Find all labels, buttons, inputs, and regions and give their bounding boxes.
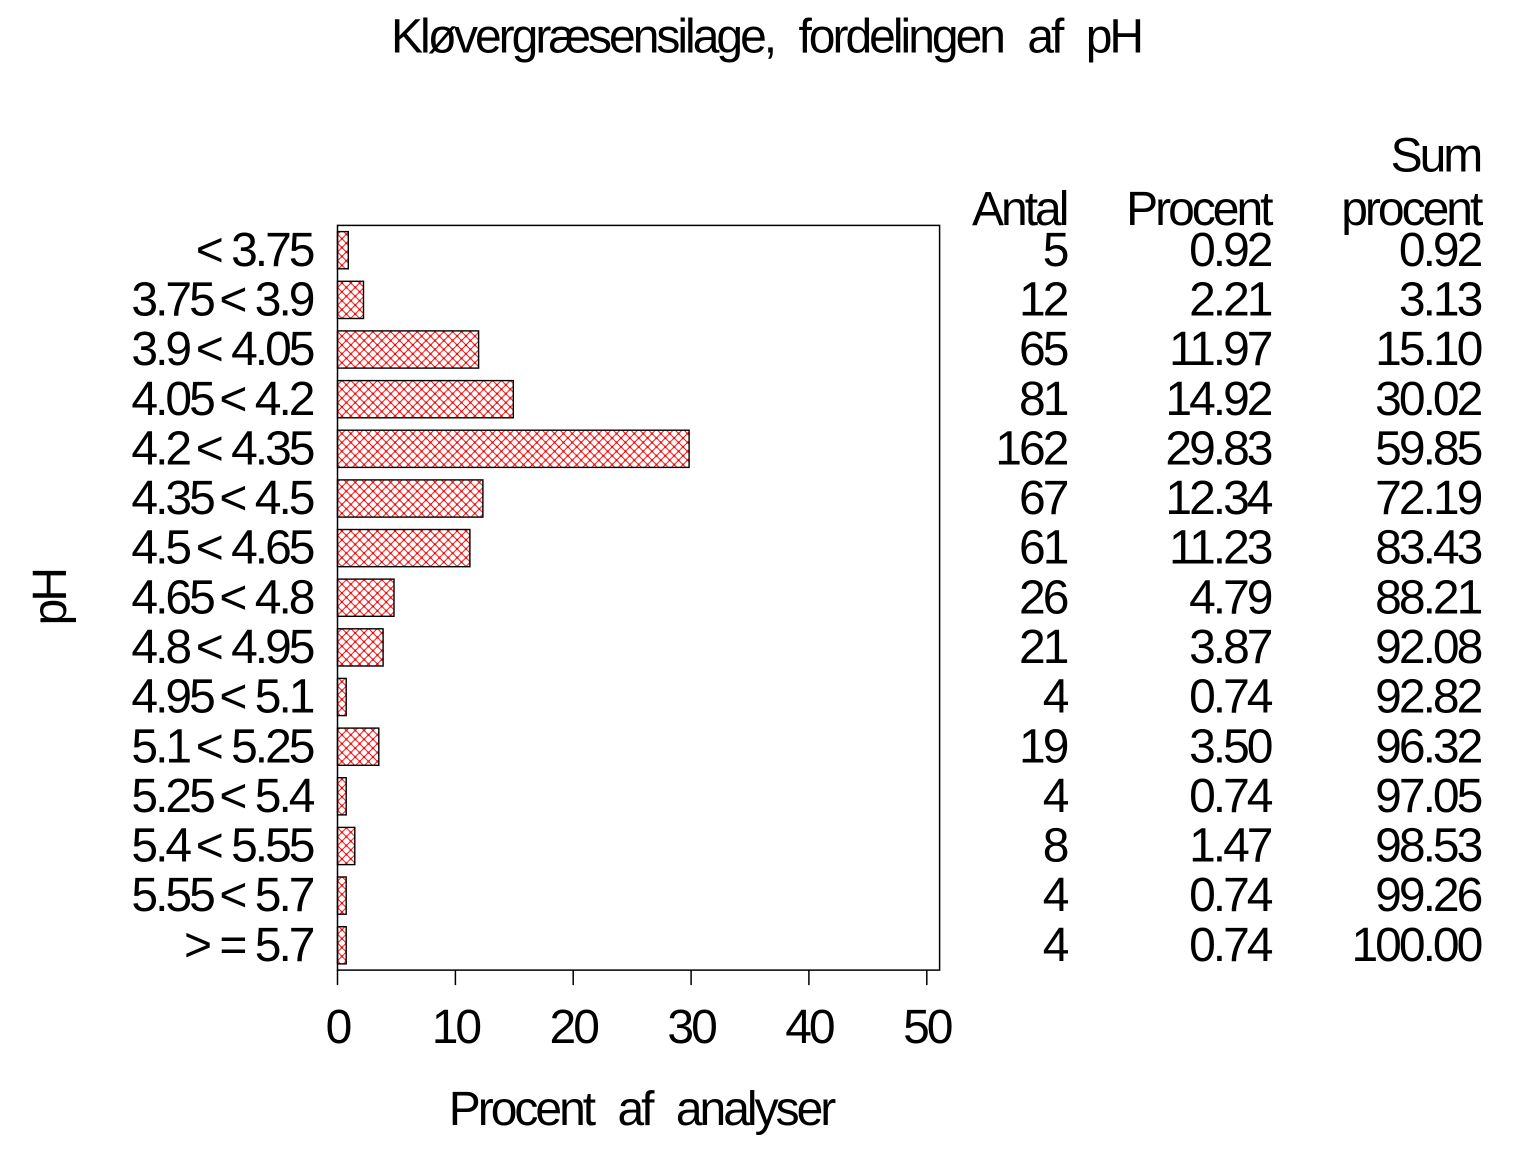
svg-text:3.9 < 4.05: 3.9 < 4.05 [131,323,313,376]
svg-text:92.82: 92.82 [1375,671,1481,724]
svg-text:4.5 < 4.65: 4.5 < 4.65 [131,522,313,575]
svg-text:72.19: 72.19 [1375,472,1481,525]
svg-text:50: 50 [903,1001,952,1054]
svg-text:5.25 < 5.4: 5.25 < 5.4 [131,770,314,823]
svg-text:0.74: 0.74 [1189,671,1273,724]
svg-text:Procent af analyser: Procent af analyser [449,1083,837,1136]
svg-text:4.8 < 4.95: 4.8 < 4.95 [131,621,313,674]
svg-text:3.75 < 3.9: 3.75 < 3.9 [131,274,313,327]
svg-text:162: 162 [995,422,1067,475]
svg-text:11.97: 11.97 [1169,323,1272,376]
svg-text:65: 65 [1019,323,1068,376]
svg-text:61: 61 [1019,522,1068,575]
svg-text:30.02: 30.02 [1375,373,1481,426]
svg-text:4: 4 [1043,671,1069,724]
svg-text:26: 26 [1019,571,1068,624]
svg-text:96.32: 96.32 [1375,720,1481,773]
svg-text:92.08: 92.08 [1375,621,1481,674]
svg-text:8: 8 [1043,820,1068,873]
svg-text:88.21: 88.21 [1375,571,1481,624]
svg-text:Sum: Sum [1391,130,1481,183]
svg-text:67: 67 [1019,472,1068,525]
svg-text:4.79: 4.79 [1189,571,1272,624]
svg-text:97.05: 97.05 [1375,770,1481,823]
svg-text:98.53: 98.53 [1375,820,1481,873]
svg-text:3.50: 3.50 [1189,720,1272,773]
svg-text:4.05 < 4.2: 4.05 < 4.2 [131,373,313,426]
svg-text:99.26: 99.26 [1375,869,1481,922]
svg-text:0.74: 0.74 [1189,919,1273,972]
svg-text:5.55 < 5.7: 5.55 < 5.7 [131,869,313,922]
svg-text:4: 4 [1043,919,1069,972]
svg-text:83.43: 83.43 [1375,522,1481,575]
svg-text:12: 12 [1019,274,1068,327]
svg-text:procent: procent [1341,183,1483,236]
svg-text:12.34: 12.34 [1165,472,1272,525]
svg-text:29.83: 29.83 [1165,422,1271,475]
svg-text:Procent: Procent [1126,183,1273,236]
svg-text:10: 10 [432,1001,481,1054]
svg-text:4: 4 [1043,770,1069,823]
svg-text:3.87: 3.87 [1189,621,1272,674]
svg-text:0.74: 0.74 [1189,770,1273,823]
svg-text:4: 4 [1043,869,1069,922]
svg-text:30: 30 [667,1001,716,1054]
svg-text:pH: pH [24,570,77,625]
svg-text:Antal: Antal [972,183,1067,236]
svg-text:4.2 < 4.35: 4.2 < 4.35 [131,422,313,475]
svg-text:5.4 < 5.55: 5.4 < 5.55 [131,820,313,873]
svg-text:> = 5.7: > = 5.7 [184,919,314,972]
svg-text:3.13: 3.13 [1399,274,1482,327]
svg-text:19: 19 [1019,720,1068,773]
svg-text:0.92: 0.92 [1189,224,1272,277]
svg-text:0.74: 0.74 [1189,869,1273,922]
svg-text:0: 0 [326,1001,351,1054]
svg-text:40: 40 [785,1001,834,1054]
svg-text:5: 5 [1043,224,1068,277]
svg-text:100.00: 100.00 [1351,919,1481,972]
svg-text:59.85: 59.85 [1375,422,1481,475]
svg-text:11.23: 11.23 [1169,522,1272,575]
svg-text:< 3.75: < 3.75 [196,224,314,277]
svg-text:14.92: 14.92 [1165,373,1271,426]
svg-text:0.92: 0.92 [1399,224,1482,277]
svg-text:1.47: 1.47 [1189,820,1272,873]
svg-text:20: 20 [550,1001,599,1054]
svg-text:21: 21 [1019,621,1068,674]
svg-text:4.65 < 4.8: 4.65 < 4.8 [131,571,313,624]
svg-text:5.1 < 5.25: 5.1 < 5.25 [131,720,313,773]
svg-text:Kløvergræsensilage, fordelinge: Kløvergræsensilage, fordelingen af pH [391,10,1141,63]
svg-text:81: 81 [1019,373,1068,426]
svg-text:4.35 < 4.5: 4.35 < 4.5 [131,472,313,525]
svg-text:2.21: 2.21 [1189,274,1272,327]
svg-text:15.10: 15.10 [1375,323,1481,376]
svg-text:4.95 < 5.1: 4.95 < 5.1 [131,671,313,724]
